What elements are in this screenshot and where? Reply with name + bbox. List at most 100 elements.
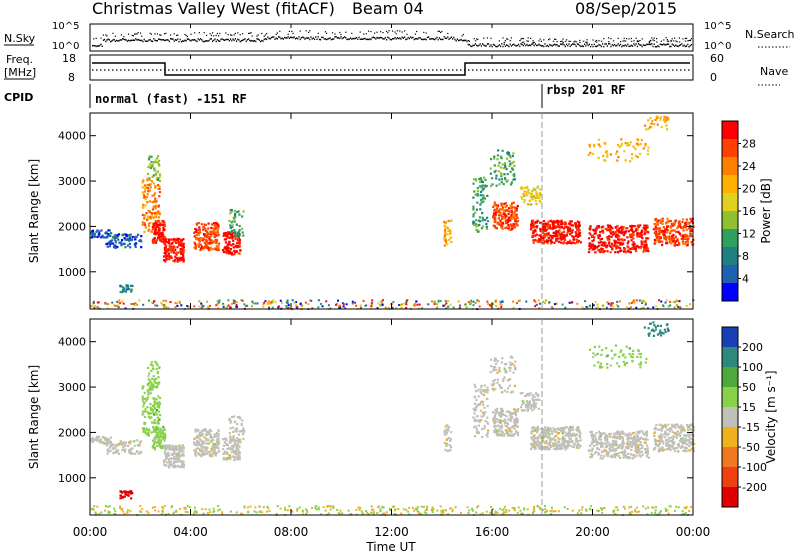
noise-dot [192,39,194,41]
range-gate-cell [538,196,541,199]
range-gate-cell [516,224,519,227]
noise-dot [486,37,488,39]
range-gate-cell [571,428,574,432]
range-gate-cell [664,120,667,123]
range-gate-cell [149,215,152,218]
range-gate-cell [113,234,116,237]
range-gate-cell [513,175,516,178]
noise-dot [119,39,121,41]
range-gate-cell [147,393,150,396]
range-gate-cell [160,301,163,304]
range-gate-cell [599,248,602,251]
range-gate-cell [164,246,167,249]
noise-dot [353,37,355,40]
noise-dot [668,43,670,45]
range-gate-cell [595,307,598,310]
range-gate-cell [182,466,185,469]
range-gate-cell [506,220,510,224]
range-gate-cell [594,232,597,235]
range-gate-cell [619,247,622,250]
noise-dot [402,37,404,39]
noise-dot [650,43,652,46]
range-gate-cell [632,241,635,244]
noise-dot [471,45,473,48]
range-gate-cell [148,156,151,159]
range-gate-cell [562,230,566,233]
range-gate-cell [684,236,687,240]
range-gate-cell [568,444,571,447]
range-gate-cell [493,225,497,228]
range-gate-cell [146,172,150,176]
noise-dot [394,31,396,33]
range-gate-cell [112,246,116,249]
range-gate-cell [614,244,617,247]
range-gate-cell [616,436,619,439]
range-gate-cell [271,306,274,309]
range-gate-cell [553,430,556,433]
range-gate-cell [504,165,507,168]
range-gate-cell [561,440,564,443]
range-gate-cell [235,430,238,433]
range-gate-cell [114,241,117,244]
range-gate-cell [571,228,575,232]
range-gate-cell [486,404,489,408]
noise-dot [670,40,672,42]
range-gate-cell [611,445,614,448]
noise-dot [189,39,191,41]
range-gate-cell [482,414,486,417]
range-gate-cell [502,208,505,212]
noise-dot [672,40,675,42]
range-gate-cell [156,420,160,423]
range-gate-cell [239,417,242,420]
range-gate-cell [370,305,373,308]
power-colorbar-label: Power [dB] [759,178,773,243]
noise-dot [545,45,547,47]
range-gate-cell [481,189,484,192]
range-gate-cell [666,116,669,119]
noise-dot [406,38,408,40]
noise-dot [243,38,245,41]
range-gate-cell [626,245,629,248]
range-gate-cell [597,138,601,141]
range-gate-cell [566,227,570,230]
range-gate-cell [156,178,160,182]
range-gate-cell [444,299,447,302]
range-gate-cell [539,436,542,440]
range-gate-cell [398,303,401,306]
range-gate-cell [611,302,614,305]
range-gate-cell [591,235,594,238]
range-gate-cell [638,299,641,302]
range-gate-cell [542,436,545,439]
range-gate-cell [156,386,159,389]
noise-dot [455,40,457,42]
range-gate-cell [645,237,649,240]
range-gate-cell [500,213,503,217]
range-gate-cell [143,190,147,193]
noise-dot [110,40,112,43]
noise-dot [591,43,593,46]
range-gate-cell [497,209,501,212]
noise-dot [434,38,436,41]
range-gate-cell [234,230,237,233]
noise-dot [338,37,340,39]
noise-dot [568,43,570,45]
range-gate-cell [563,236,566,239]
range-gate-cell [623,250,626,253]
range-gate-cell [628,432,631,435]
range-gate-cell [543,240,547,243]
range-gate-cell [163,428,166,431]
range-gate-cell [503,434,506,437]
range-gate-cell [562,435,565,438]
range-gate-cell [237,235,240,238]
range-gate-cell [143,214,146,217]
noise-dot [284,36,286,39]
range-gate-cell [559,235,562,239]
range-gate-cell [532,196,536,200]
range-gate-cell [158,401,161,404]
range-gate-cell [507,226,510,230]
range-gate-cell [216,248,219,252]
noise-dot [610,45,612,48]
noise-dot [630,44,632,47]
noise-dot [543,45,545,48]
range-gate-cell [484,419,487,422]
